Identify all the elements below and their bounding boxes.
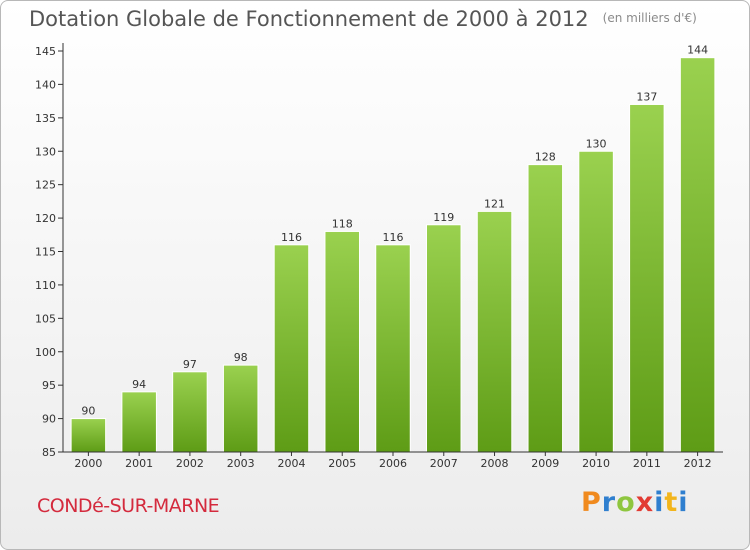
x-tick-label: 2002 — [176, 457, 204, 470]
y-tick-label: 110 — [35, 279, 56, 292]
data-label: 144 — [687, 44, 708, 57]
x-tick-label: 2004 — [277, 457, 305, 470]
bar-2002 — [172, 371, 208, 453]
y-tick-label: 145 — [35, 45, 56, 58]
y-tick-label: 135 — [35, 112, 56, 125]
commune-name: CONDé-SUR-MARNE — [37, 495, 220, 517]
x-tick-label: 2005 — [328, 457, 356, 470]
y-tick-label: 105 — [35, 312, 56, 325]
x-tick-label: 2003 — [227, 457, 255, 470]
bar-2011 — [629, 103, 665, 453]
data-label: 116 — [281, 231, 302, 244]
data-label: 121 — [484, 197, 505, 210]
bar-2000 — [70, 418, 107, 453]
y-tick-label: 125 — [35, 179, 56, 192]
data-label: 130 — [586, 137, 607, 150]
y-tick-label: 130 — [35, 145, 56, 158]
bar-2003 — [222, 364, 259, 453]
bar-2005 — [324, 230, 360, 453]
y-tick-label: 140 — [35, 78, 56, 91]
x-tick-label: 2000 — [74, 457, 102, 470]
bar-2001 — [121, 391, 157, 453]
x-tick-label: 2008 — [481, 457, 509, 470]
bar-2012 — [679, 57, 716, 453]
chart-unit: (en milliers d'€) — [602, 11, 697, 25]
y-tick-label: 85 — [42, 446, 56, 459]
bar-2006 — [375, 244, 411, 453]
x-tick-label: 2006 — [379, 457, 407, 470]
x-tick-label: 2012 — [684, 457, 712, 470]
chart-title-text: Dotation Globale de Fonctionnement de 20… — [29, 7, 589, 31]
x-tick-label: 2007 — [430, 457, 458, 470]
y-tick-label: 90 — [42, 413, 56, 426]
bar-2008 — [476, 210, 513, 453]
x-tick-label: 2010 — [582, 457, 610, 470]
x-tick-label: 2011 — [633, 457, 661, 470]
data-label: 97 — [183, 358, 197, 371]
data-label: 94 — [132, 378, 146, 391]
bar-2009 — [527, 164, 564, 453]
data-label: 118 — [332, 217, 353, 230]
proxiti-logo: Proxiti — [581, 487, 689, 518]
bar-2007 — [426, 224, 462, 453]
bar-2010 — [578, 150, 614, 453]
data-label: 128 — [535, 151, 556, 164]
data-label: 90 — [81, 405, 95, 418]
data-label: 137 — [636, 90, 657, 103]
chart-title: Dotation Globale de Fonctionnement de 20… — [29, 7, 697, 31]
y-tick-label: 120 — [35, 212, 56, 225]
data-label: 98 — [234, 351, 248, 364]
y-tick-label: 95 — [42, 379, 56, 392]
x-tick-label: 2001 — [125, 457, 153, 470]
bar-2004 — [273, 244, 310, 453]
y-tick-label: 115 — [35, 246, 56, 259]
y-tick-label: 100 — [35, 346, 56, 359]
data-label: 116 — [383, 231, 404, 244]
x-tick-label: 2009 — [531, 457, 559, 470]
data-label: 119 — [433, 211, 454, 224]
